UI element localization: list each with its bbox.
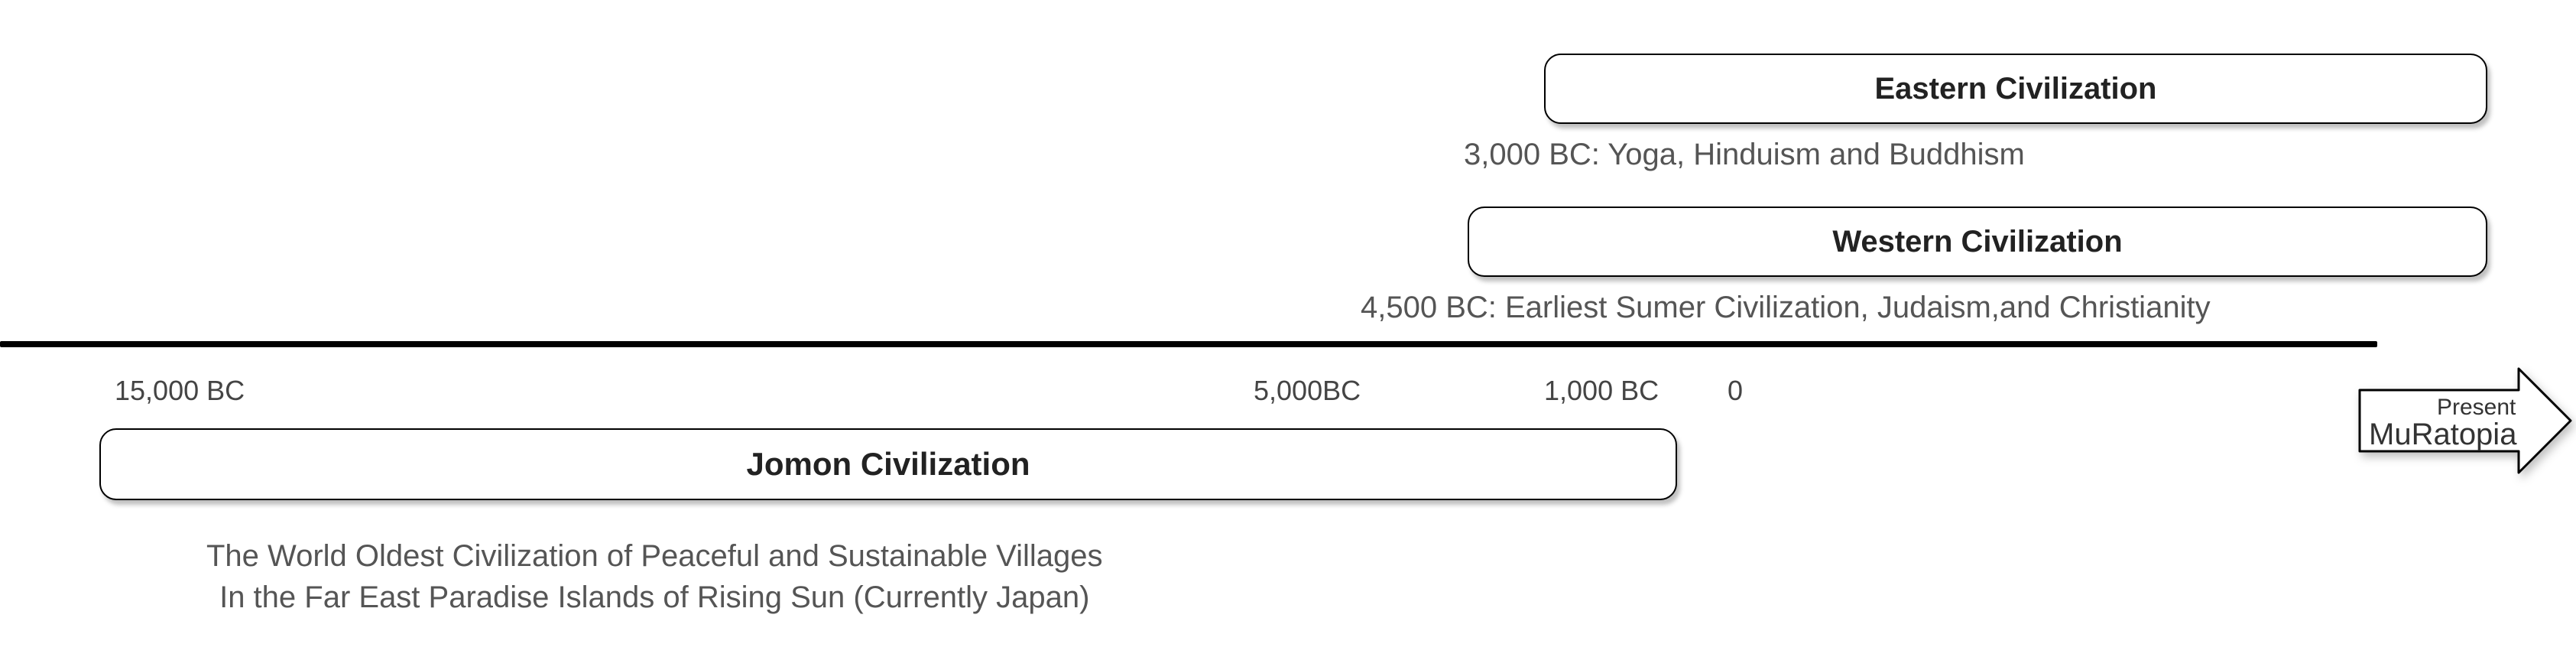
jomon-caption: The World Oldest Civilization of Peacefu… — [206, 535, 1103, 618]
eastern-label: Eastern Civilization — [1875, 72, 2157, 106]
tick-0: 0 — [1728, 375, 1743, 407]
western-box: Western Civilization — [1468, 207, 2487, 277]
tick-5000bc: 5,000BC — [1254, 375, 1361, 407]
jomon-box: Jomon Civilization — [99, 428, 1677, 500]
jomon-caption-line1: The World Oldest Civilization of Peacefu… — [206, 535, 1103, 577]
tick-1000bc: 1,000 BC — [1544, 375, 1659, 407]
jomon-caption-line2: In the Far East Paradise Islands of Risi… — [206, 577, 1103, 618]
eastern-caption: 3,000 BC: Yoga, Hinduism and Buddhism — [1464, 135, 2025, 174]
arrow-label-muratopia: MuRatopia — [2369, 418, 2516, 452]
timeline-diagram: Eastern Civilization 3,000 BC: Yoga, Hin… — [0, 0, 2576, 670]
tick-15000bc: 15,000 BC — [115, 375, 245, 407]
eastern-box: Eastern Civilization — [1544, 54, 2487, 124]
western-label: Western Civilization — [1832, 225, 2122, 259]
timeline-axis — [0, 341, 2377, 347]
arrow-label-present: Present — [2437, 395, 2516, 421]
jomon-label: Jomon Civilization — [746, 446, 1030, 483]
present-arrow: Present MuRatopia — [2358, 367, 2572, 474]
western-caption: 4,500 BC: Earliest Sumer Civilization, J… — [1361, 288, 2211, 327]
